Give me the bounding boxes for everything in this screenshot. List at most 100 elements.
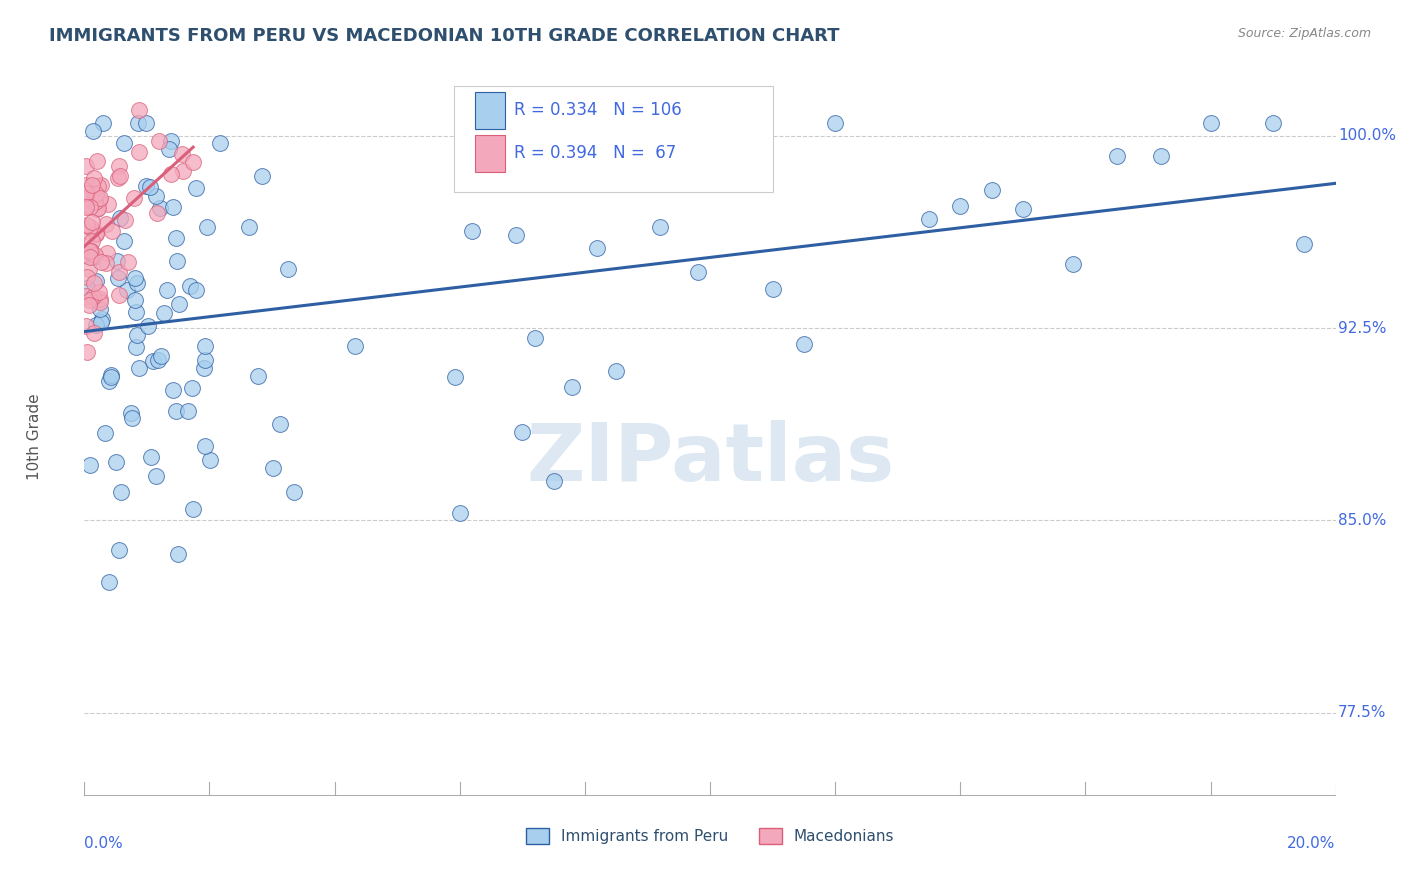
Point	[648, 219, 671, 234]
Point	[124, 270, 146, 285]
Point	[84, 186, 107, 201]
Point	[1149, 149, 1171, 163]
Point	[1199, 116, 1222, 130]
Point	[87, 193, 110, 207]
Point	[444, 369, 467, 384]
Point	[89, 301, 111, 316]
Point	[75, 198, 97, 212]
Point	[499, 116, 522, 130]
Point	[194, 439, 217, 453]
Point	[86, 202, 108, 216]
Point	[82, 215, 104, 229]
Point	[96, 245, 118, 260]
Point	[177, 404, 200, 418]
Point	[83, 195, 105, 210]
Point	[344, 339, 367, 353]
Point	[76, 270, 98, 285]
Point	[512, 425, 534, 439]
Point	[148, 134, 170, 148]
Point	[96, 256, 118, 270]
Point	[107, 170, 129, 185]
Point	[181, 155, 204, 169]
Point	[75, 319, 97, 334]
Point	[121, 410, 143, 425]
Text: 92.5%: 92.5%	[1339, 320, 1386, 335]
Point	[165, 231, 187, 245]
Text: 77.5%: 77.5%	[1339, 706, 1386, 721]
Point	[87, 202, 110, 216]
Point	[139, 179, 162, 194]
Point	[87, 179, 110, 194]
Point	[730, 162, 752, 177]
Point	[793, 337, 815, 351]
Point	[82, 250, 104, 264]
Point	[79, 200, 101, 214]
Point	[1062, 257, 1084, 271]
Point	[76, 219, 98, 233]
Point	[125, 340, 148, 354]
Point	[104, 455, 127, 469]
Point	[75, 186, 97, 200]
Point	[277, 262, 299, 277]
Point	[283, 484, 305, 499]
Point	[77, 226, 100, 240]
Point	[127, 328, 149, 343]
Point	[117, 255, 139, 269]
Point	[87, 285, 110, 300]
Point	[80, 178, 103, 192]
Point	[505, 227, 527, 242]
Point	[110, 485, 132, 500]
Point	[110, 169, 132, 183]
Point	[145, 189, 167, 203]
Point	[79, 262, 101, 277]
Point	[141, 450, 163, 464]
Point	[122, 191, 145, 205]
Point	[162, 383, 184, 397]
Text: 10th Grade: 10th Grade	[27, 393, 42, 481]
FancyBboxPatch shape	[454, 86, 773, 192]
Point	[79, 219, 101, 234]
Point	[1012, 202, 1035, 217]
Point	[586, 240, 609, 254]
Text: 85.0%: 85.0%	[1339, 513, 1386, 528]
Point	[135, 178, 157, 193]
Point	[82, 124, 104, 138]
Point	[94, 217, 117, 231]
Text: R = 0.334   N = 106: R = 0.334 N = 106	[513, 102, 682, 120]
Point	[114, 212, 136, 227]
Point	[108, 211, 131, 225]
Point	[105, 254, 128, 268]
Text: 100.0%: 100.0%	[1339, 128, 1396, 143]
Point	[479, 116, 502, 130]
Point	[179, 279, 201, 293]
Point	[75, 159, 97, 173]
Point	[172, 164, 194, 178]
Point	[195, 220, 218, 235]
Point	[165, 403, 187, 417]
Point	[824, 116, 846, 130]
Point	[543, 474, 565, 488]
Point	[80, 244, 103, 258]
Point	[97, 196, 120, 211]
Point	[93, 425, 115, 440]
Point	[84, 227, 107, 241]
Point	[461, 224, 484, 238]
Point	[79, 250, 101, 264]
Point	[145, 468, 167, 483]
Point	[83, 186, 105, 200]
Text: ZIPatlas: ZIPatlas	[526, 420, 894, 498]
Point	[170, 147, 193, 161]
Point	[208, 136, 231, 151]
Point	[83, 248, 105, 262]
Point	[108, 287, 131, 301]
Point	[75, 178, 97, 193]
Point	[79, 244, 101, 258]
Point	[115, 283, 138, 297]
Point	[449, 506, 471, 520]
Point	[83, 170, 105, 185]
Point	[160, 134, 183, 148]
Point	[107, 159, 129, 173]
Point	[193, 360, 215, 375]
Point	[86, 318, 108, 332]
Point	[89, 191, 111, 205]
